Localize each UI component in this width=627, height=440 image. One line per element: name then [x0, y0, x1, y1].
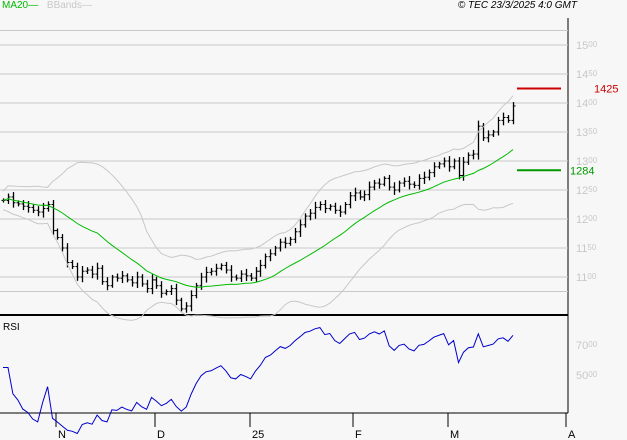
y-tick-label: 1500 [576, 40, 598, 52]
x-tick-label: F [355, 429, 362, 440]
ma20-line [2, 149, 514, 288]
y-tick-label: 1150 [576, 243, 597, 255]
x-tick-label: N [58, 429, 66, 440]
x-tick-label: M [450, 429, 459, 440]
legend-ma20: MA20 [2, 0, 29, 11]
level-label: 1284 [570, 165, 594, 177]
rsi-line [3, 327, 514, 435]
rsi-title: RSI [3, 322, 20, 333]
copyright: © TEC 23/3/2025 4:0 GMT [457, 0, 577, 11]
y-tick-label: 1200 [576, 214, 598, 226]
rsi-tick-label: 5000 [576, 370, 598, 382]
y-tick-label: 1450 [576, 69, 598, 81]
x-tick-label: A [568, 429, 576, 440]
y-tick-label: 1300 [576, 156, 598, 168]
level-label: 1425 [594, 84, 618, 96]
legend-ma20-swatch: — [28, 0, 39, 11]
bband-upper [2, 95, 514, 261]
x-tick-label: 25 [252, 429, 264, 440]
y-tick-label: 1400 [576, 98, 598, 110]
x-tick-label: D [157, 429, 165, 440]
bband-lower [2, 202, 514, 321]
legend-bbands: BBands [46, 0, 82, 11]
y-tick-label: 1350 [576, 127, 598, 139]
rsi-tick-label: 7000 [576, 340, 598, 352]
legend: MA20— BBands— [2, 0, 92, 11]
legend-bbands-swatch: — [81, 0, 92, 11]
y-tick-label: 1250 [576, 185, 598, 197]
y-tick-label: 1100 [576, 272, 597, 284]
